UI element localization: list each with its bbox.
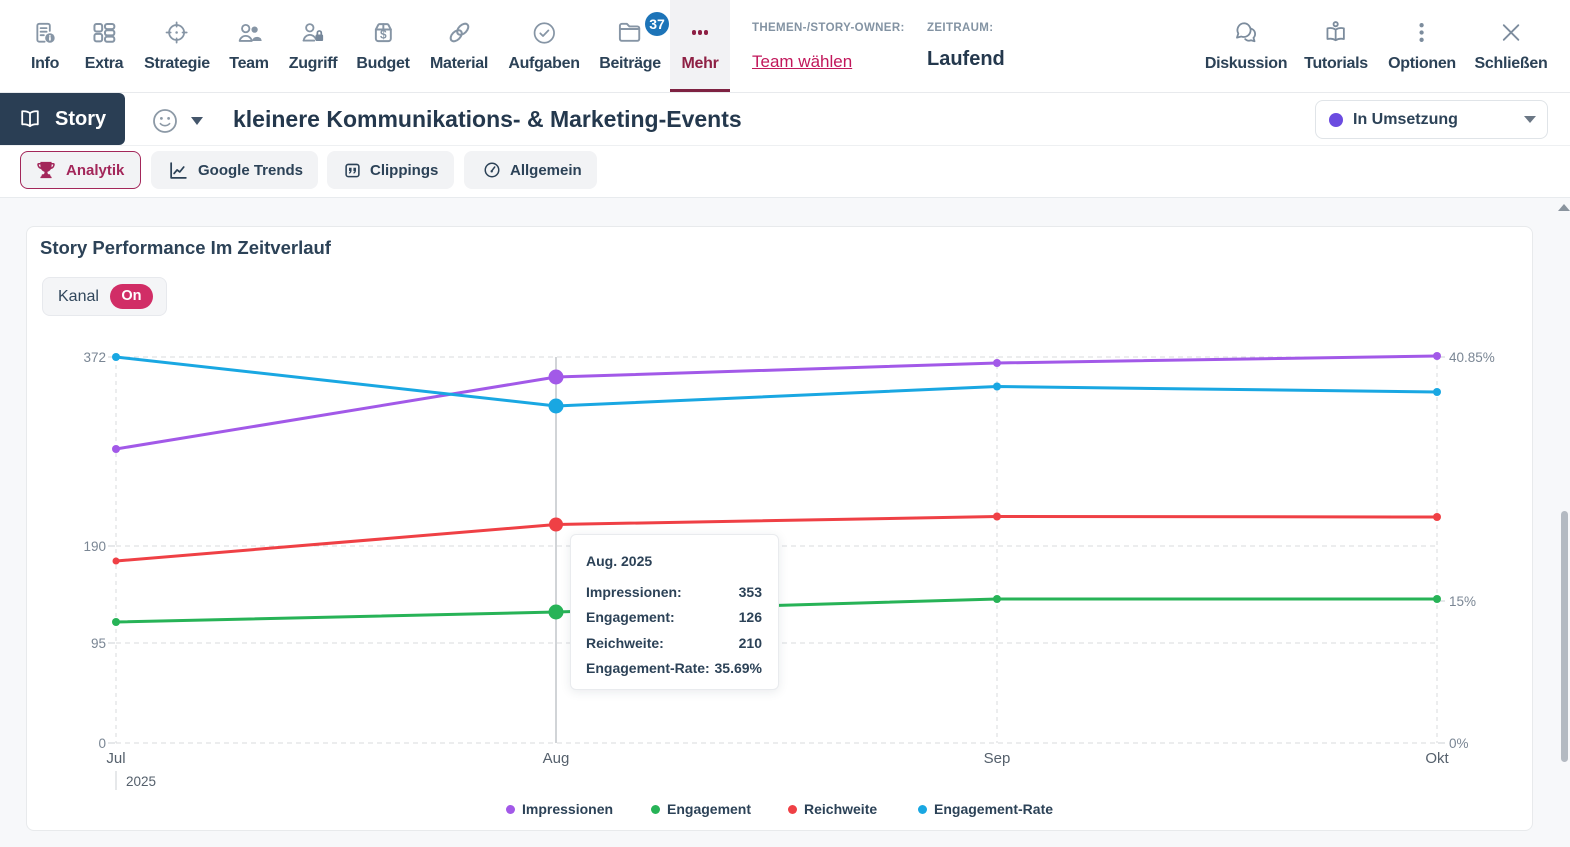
- svg-text:190: 190: [83, 539, 106, 554]
- svg-text:15%: 15%: [1449, 594, 1476, 609]
- svg-text:Aug: Aug: [543, 750, 570, 767]
- svg-text:Okt: Okt: [1425, 750, 1449, 767]
- svg-text:0: 0: [98, 736, 106, 751]
- svg-text:95: 95: [91, 636, 106, 651]
- svg-text:Sep: Sep: [984, 750, 1011, 767]
- svg-text:40.85%: 40.85%: [1449, 350, 1495, 365]
- svg-text:2025: 2025: [126, 774, 156, 789]
- svg-text:$: $: [380, 27, 387, 41]
- svg-text:Jul: Jul: [106, 750, 125, 767]
- svg-text:372: 372: [83, 350, 106, 365]
- svg-text:0%: 0%: [1449, 736, 1469, 751]
